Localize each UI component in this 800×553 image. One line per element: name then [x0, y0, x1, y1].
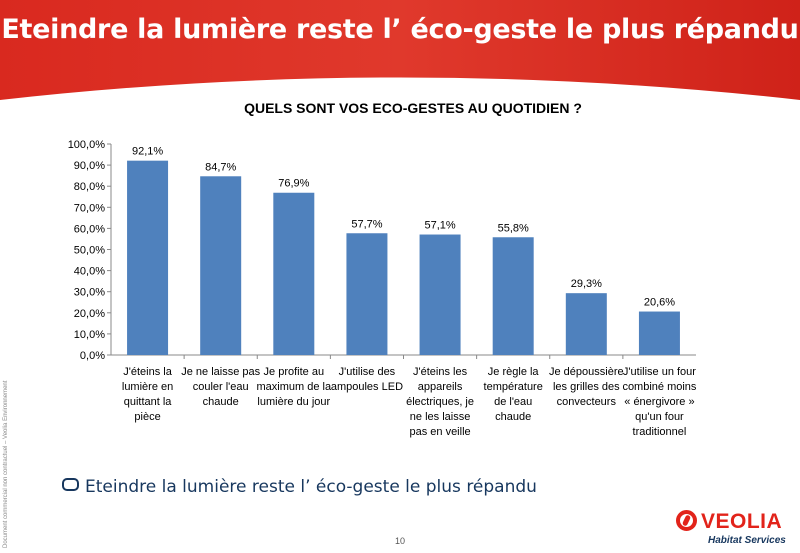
category-label-line: quittant la [124, 396, 173, 408]
veolia-logo: VEOLIA Habitat Services [676, 508, 796, 548]
bar-value-label: 20,6% [644, 297, 675, 309]
category-label-line: Je ne laisse pas [181, 366, 260, 378]
header-red-arc [0, 0, 800, 100]
category-label: Je ne laisse pas couler l'eau chaude [181, 366, 260, 408]
chart-bars: 92,1% J'éteins la lumière en quittant la piè… [122, 146, 697, 438]
y-tick-label: 50,0% [74, 245, 105, 257]
category-label-line: chaude [203, 396, 239, 408]
bar [419, 234, 461, 355]
bar-chart: QUELS SONT VOS ECO-GESTES AU QUOTIDIEN ?… [68, 100, 697, 438]
category-label-line: lumière du jour [257, 396, 330, 408]
category-label-line: pas en veille [409, 426, 470, 438]
logo-subtitle: Habitat Services [708, 535, 786, 546]
bar-value-label: 55,8% [498, 222, 529, 234]
chart-axes: 0,0% 10,0% 20,0% 30,0% 40,0% 50,0% 60,0% 70,0% 8… [68, 139, 696, 362]
y-tick-label: 80,0% [74, 181, 105, 193]
y-tick-label: 90,0% [74, 160, 105, 172]
y-tick-label: 100,0% [68, 139, 106, 151]
bar-value-label: 57,7% [351, 218, 382, 230]
y-tick-label: 60,0% [74, 223, 105, 235]
bar-value-label: 92,1% [132, 146, 163, 158]
bar [273, 192, 315, 355]
category-label-line: pièce [134, 411, 160, 423]
key-takeaway: Eteindre la lumière reste l’ éco-geste l… [62, 477, 537, 497]
category-label: Je profite au maximum de la lumière du jou… [257, 366, 332, 408]
category-label-line: chaude [495, 411, 531, 423]
bar-value-label: 29,3% [571, 278, 602, 290]
bar [127, 160, 169, 355]
page-title: Eteindre la lumière reste l’ éco-geste l… [1, 14, 799, 45]
category-label-line: Je dépoussière [549, 366, 624, 378]
category-label: J'éteins les appareils électriques, je ne l… [406, 366, 474, 438]
category-label-line: maximum de la [257, 381, 332, 393]
logo-name: VEOLIA [701, 510, 783, 533]
category-label: Je règle la température de l'eau chaude [484, 366, 543, 423]
category-label-line: de l'eau [494, 396, 532, 408]
chart-title: QUELS SONT VOS ECO-GESTES AU QUOTIDIEN ? [244, 100, 582, 116]
y-tick-label: 70,0% [74, 202, 105, 214]
bar-value-label: 84,7% [205, 161, 236, 173]
category-label: J'utilise un four combiné moins « énergivo… [622, 366, 696, 438]
y-tick-label: 30,0% [74, 287, 105, 299]
veolia-logo-icon [676, 510, 697, 531]
bullet-icon [62, 478, 79, 491]
category-label-line: convecteurs [557, 396, 617, 408]
category-label-line: température [484, 381, 543, 393]
category-label-line: J'utilise des [339, 366, 396, 378]
bar-value-label: 57,1% [424, 220, 455, 232]
category-label-line: ampoules LED [331, 381, 403, 393]
category-label-line: qu'un four [635, 411, 684, 423]
y-tick-label: 10,0% [74, 329, 105, 341]
header-banner [0, 0, 800, 100]
key-takeaway-text: Eteindre la lumière reste l’ éco-geste l… [85, 477, 537, 497]
bar [346, 233, 388, 355]
bar [565, 293, 607, 355]
category-label-line: couler l'eau [193, 381, 249, 393]
category-label: J'utilise des ampoules LED [331, 366, 403, 393]
category-label-line: ne les laisse [410, 411, 471, 423]
category-label-line: les grilles des [553, 381, 620, 393]
category-label-line: J'utilise un four [623, 366, 696, 378]
bar [200, 176, 242, 355]
category-label-line: J'éteins la [123, 366, 172, 378]
category-label-line: Je règle la [488, 366, 540, 378]
category-label-line: appareils [418, 381, 463, 393]
category-label-line: traditionnel [633, 426, 687, 438]
bar [492, 237, 534, 355]
bar-value-label: 76,9% [278, 178, 309, 190]
category-label-line: lumière en [122, 381, 173, 393]
category-label-line: Je profite au [264, 366, 325, 378]
category-label-line: combiné moins [622, 381, 696, 393]
y-tick-label: 40,0% [74, 266, 105, 278]
y-tick-label: 20,0% [74, 308, 105, 320]
category-label: J'éteins la lumière en quittant la pièce [122, 366, 173, 423]
category-label-line: J'éteins les [413, 366, 468, 378]
category-label-line: électriques, je [406, 396, 474, 408]
y-tick-label: 0,0% [80, 350, 105, 362]
bar [638, 311, 680, 355]
page-number: 10 [395, 536, 406, 546]
category-label-line: « énergivore » [624, 396, 694, 408]
category-label: Je dépoussière les grilles des convecteurs [549, 366, 624, 408]
